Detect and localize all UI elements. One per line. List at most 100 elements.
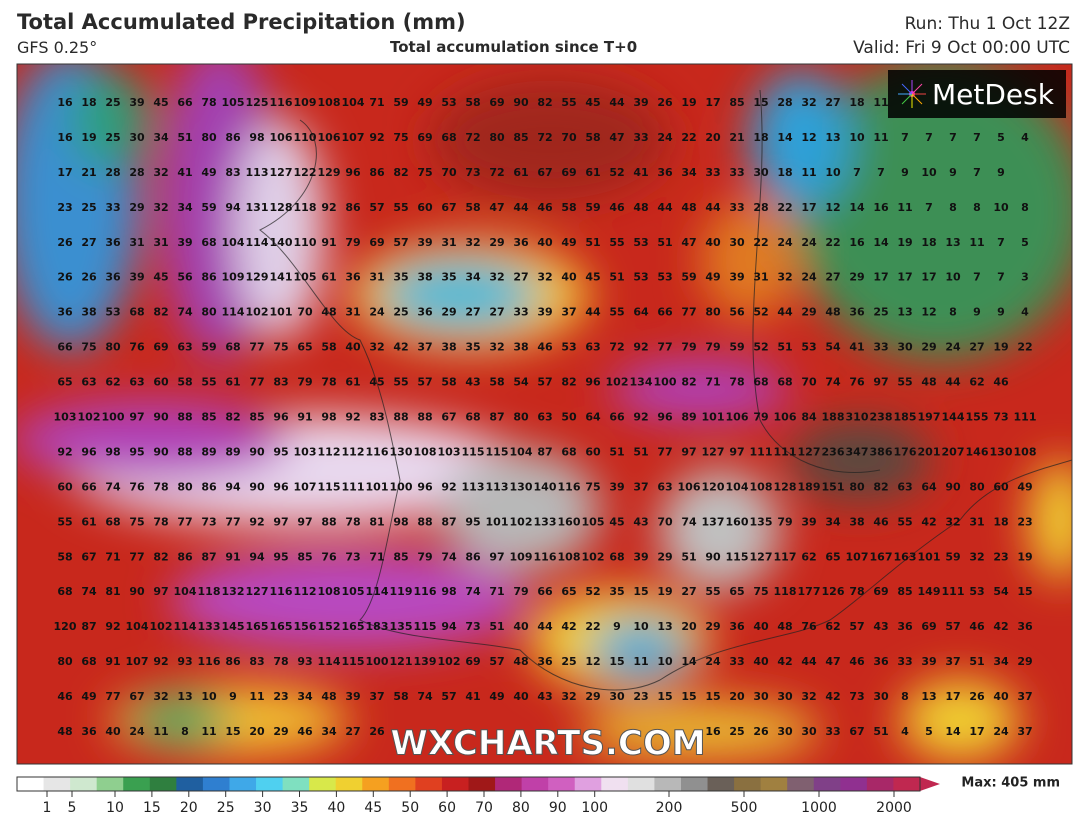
grid-value: 22 <box>825 236 840 249</box>
colorbar-tick-label: 10 <box>106 800 124 816</box>
grid-value: 55 <box>393 201 408 214</box>
grid-value: 86 <box>201 480 217 493</box>
grid-value: 53 <box>441 96 456 109</box>
grid-value: 72 <box>465 131 480 144</box>
grid-value: 27 <box>825 96 840 109</box>
grid-value: 30 <box>897 341 913 354</box>
grid-value: 80 <box>849 480 865 493</box>
grid-value: 20 <box>681 620 697 633</box>
grid-value: 100 <box>654 376 677 389</box>
grid-value: 33 <box>729 201 744 214</box>
grid-value: 82 <box>681 376 696 389</box>
grid-value: 69 <box>369 236 384 249</box>
grid-value: 65 <box>825 550 840 563</box>
grid-value: 76 <box>801 620 817 633</box>
grid-value: 96 <box>81 445 97 458</box>
grid-value: 77 <box>129 550 144 563</box>
grid-value: 114 <box>318 655 341 668</box>
grid-value: 183 <box>366 620 389 633</box>
grid-value: 79 <box>345 236 360 249</box>
grid-value: 26 <box>753 725 769 738</box>
grid-value: 51 <box>609 271 624 284</box>
grid-value: 34 <box>321 725 337 738</box>
grid-value: 40 <box>561 271 577 284</box>
grid-value: 177 <box>798 585 821 598</box>
grid-value: 58 <box>465 201 480 214</box>
grid-value: 21 <box>81 166 96 179</box>
grid-value: 92 <box>633 411 648 424</box>
grid-value: 70 <box>801 376 817 389</box>
colorbar-swatch <box>441 777 469 791</box>
grid-value: 15 <box>681 690 696 703</box>
grid-value: 92 <box>633 341 648 354</box>
grid-value: 112 <box>294 585 317 598</box>
grid-value: 185 <box>894 411 917 424</box>
grid-value: 48 <box>777 620 792 633</box>
grid-value: 129 <box>246 271 269 284</box>
grid-value: 92 <box>249 515 264 528</box>
colorbar-swatch <box>734 777 762 791</box>
colorbar-tick-label: 70 <box>475 800 493 816</box>
grid-value: 85 <box>513 131 528 144</box>
grid-value: 104 <box>126 620 149 633</box>
grid-value: 82 <box>393 166 408 179</box>
grid-value: 32 <box>489 271 504 284</box>
grid-value: 79 <box>777 515 792 528</box>
grid-value: 34 <box>825 515 841 528</box>
grid-value: 7 <box>925 201 933 214</box>
grid-value: 61 <box>585 166 600 179</box>
grid-value: 38 <box>441 341 456 354</box>
grid-value: 90 <box>153 445 169 458</box>
colorbar-swatch <box>17 777 45 791</box>
colorbar-tick-label: 200 <box>656 800 683 816</box>
grid-value: 57 <box>417 376 432 389</box>
grid-value: 55 <box>561 96 576 109</box>
grid-value: 82 <box>873 480 888 493</box>
grid-value: 55 <box>897 515 912 528</box>
grid-value: 29 <box>657 550 672 563</box>
grid-value: 176 <box>894 445 917 458</box>
grid-value: 12 <box>801 131 816 144</box>
grid-value: 82 <box>561 376 576 389</box>
grid-value: 22 <box>753 236 768 249</box>
grid-value: 37 <box>369 690 384 703</box>
grid-value: 117 <box>774 550 797 563</box>
grid-value: 70 <box>561 131 577 144</box>
grid-value: 95 <box>129 445 144 458</box>
colorbar-border <box>16 776 921 792</box>
grid-value: 82 <box>225 411 240 424</box>
grid-value: 43 <box>873 620 888 633</box>
grid-value: 88 <box>393 411 408 424</box>
grid-value: 33 <box>513 306 528 319</box>
grid-value: 68 <box>201 236 216 249</box>
grid-value: 92 <box>153 655 168 668</box>
grid-value: 63 <box>81 376 96 389</box>
grid-value: 77 <box>657 445 672 458</box>
grid-value: 24 <box>945 341 961 354</box>
grid-value: 68 <box>465 411 480 424</box>
grid-value: 57 <box>945 620 960 633</box>
grid-value: 98 <box>321 411 336 424</box>
grid-value: 86 <box>225 655 241 668</box>
grid-value: 57 <box>393 236 408 249</box>
grid-value: 39 <box>633 550 648 563</box>
grid-value: 90 <box>153 411 169 424</box>
grid-value: 78 <box>201 96 216 109</box>
grid-value: 4 <box>901 725 909 738</box>
colorbar-tick-label: 20 <box>180 800 198 816</box>
colorbar-tick-label: 45 <box>364 800 382 816</box>
grid-value: 115 <box>486 445 509 458</box>
grid-value: 53 <box>633 236 648 249</box>
grid-value: 105 <box>342 585 365 598</box>
grid-value: 54 <box>513 376 529 389</box>
grid-value: 46 <box>609 201 625 214</box>
grid-value: 111 <box>1014 411 1037 424</box>
grid-value: 103 <box>294 445 317 458</box>
grid-value: 25 <box>81 201 96 214</box>
grid-value: 36 <box>657 166 673 179</box>
grid-value: 163 <box>894 550 917 563</box>
colorbar-swatch <box>813 777 841 791</box>
grid-value: 17 <box>921 271 936 284</box>
grid-value: 132 <box>222 585 245 598</box>
colorbar: 1 5 10 15 20 25 30 35 40 45 50 60 70 80 90 100 200 500 100… <box>16 776 940 816</box>
